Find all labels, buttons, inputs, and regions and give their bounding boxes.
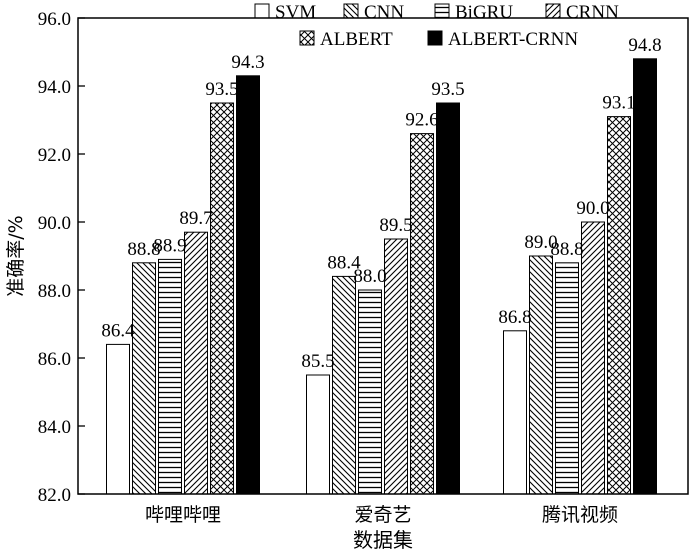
data-label: 94.3 bbox=[231, 52, 264, 73]
data-labels: 86.488.888.989.793.594.3哔哩哔哩85.588.488.0… bbox=[101, 35, 661, 526]
bar-crnn bbox=[384, 238, 408, 495]
data-label: 88.4 bbox=[327, 252, 361, 273]
legend-swatch-bigru bbox=[434, 3, 450, 19]
data-label: 88.8 bbox=[550, 239, 583, 260]
x-axis-label: 数据集 bbox=[353, 528, 413, 552]
data-label: 88.9 bbox=[153, 235, 186, 256]
bar-cnn bbox=[332, 275, 356, 495]
y-tick-label: 90.0 bbox=[38, 213, 71, 234]
y-tick-label: 94.0 bbox=[38, 77, 71, 98]
bar-albert-crnn bbox=[436, 102, 460, 495]
legend-label-svm: SVM bbox=[275, 2, 316, 23]
data-label: 93.5 bbox=[431, 79, 464, 100]
bar-albert bbox=[410, 133, 434, 495]
y-tick-label: 92.0 bbox=[38, 145, 71, 166]
legend-label-cnn: CNN bbox=[364, 2, 404, 23]
legend-label-bigru: BiGRU bbox=[455, 2, 513, 23]
legend-swatch-albert bbox=[299, 30, 315, 46]
data-label: 89.7 bbox=[179, 208, 212, 229]
y-tick-label: 84.0 bbox=[38, 417, 71, 438]
legend: SVM CNN BiGRU CRNN ALBERT ALBERT-CRNN bbox=[254, 2, 619, 50]
data-label: 86.8 bbox=[498, 307, 531, 328]
legend-swatch-svm bbox=[254, 3, 270, 19]
data-label: 88.8 bbox=[127, 239, 160, 260]
y-axis-ticks: 82.0 84.0 86.0 88.0 90.0 92.0 94.0 96.0 bbox=[38, 9, 85, 506]
bar-bigru bbox=[555, 262, 579, 495]
bar-svm bbox=[503, 330, 527, 495]
legend-label-albert-crnn: ALBERT-CRNN bbox=[448, 29, 578, 50]
bar-bigru bbox=[358, 289, 382, 495]
x-tick-label: 哔哩哔哩 bbox=[145, 504, 221, 526]
y-tick-label: 82.0 bbox=[38, 485, 71, 506]
plot-frame bbox=[77, 17, 689, 495]
data-label: 88.0 bbox=[353, 266, 386, 287]
legend-swatch-crnn bbox=[545, 3, 561, 19]
y-tick-label: 88.0 bbox=[38, 281, 71, 302]
bar-albert bbox=[607, 116, 631, 495]
legend-label-albert: ALBERT bbox=[320, 29, 393, 50]
data-label: 94.8 bbox=[628, 35, 661, 56]
data-label: 86.4 bbox=[101, 320, 135, 341]
legend-swatch-albert-crnn bbox=[427, 30, 443, 46]
bar-svm bbox=[306, 374, 330, 495]
bar-svm bbox=[106, 343, 130, 495]
bar-crnn bbox=[184, 231, 208, 495]
bar-crnn bbox=[581, 221, 605, 495]
y-tick-label: 96.0 bbox=[38, 9, 71, 30]
bar-bigru bbox=[158, 258, 182, 495]
x-tick-label: 腾讯视频 bbox=[542, 504, 618, 526]
y-tick-label: 86.0 bbox=[38, 349, 71, 370]
data-label: 85.5 bbox=[301, 351, 334, 372]
data-label: 92.6 bbox=[405, 110, 438, 131]
x-tick-label: 爱奇艺 bbox=[354, 504, 411, 526]
bar-cnn bbox=[529, 255, 553, 495]
data-label: 93.5 bbox=[205, 79, 238, 100]
data-label: 89.0 bbox=[524, 232, 557, 253]
data-label: 93.1 bbox=[602, 93, 635, 114]
bar-albert-crnn bbox=[236, 75, 260, 495]
legend-swatch-cnn bbox=[343, 3, 359, 19]
bars-layer bbox=[106, 58, 657, 495]
bar-cnn bbox=[132, 262, 156, 495]
data-label: 90.0 bbox=[576, 198, 609, 219]
bar-albert-crnn bbox=[633, 58, 657, 495]
bar-albert bbox=[210, 102, 234, 495]
data-label: 89.5 bbox=[379, 215, 412, 236]
y-axis-label: 准确率/% bbox=[5, 215, 27, 296]
legend-label-crnn: CRNN bbox=[566, 2, 619, 23]
